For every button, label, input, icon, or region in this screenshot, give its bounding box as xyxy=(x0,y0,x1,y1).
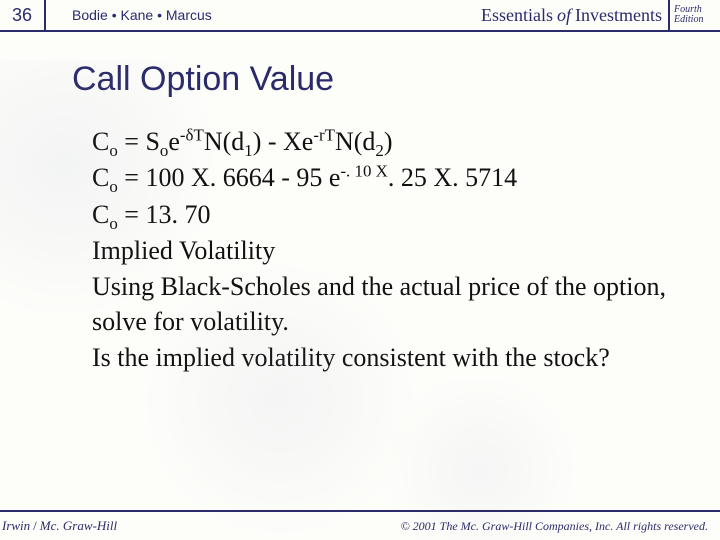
implied-vol-desc: Using Black-Scholes and the actual price… xyxy=(92,270,672,339)
slide-title: Call Option Value xyxy=(0,32,720,107)
book-title-of: of xyxy=(553,5,575,26)
edition-line2: Edition xyxy=(674,15,703,26)
book-title-essentials: Essentials xyxy=(481,5,553,26)
edition-label: Fourth Edition xyxy=(668,0,720,30)
publisher-slash: / xyxy=(30,518,40,533)
formula-line: Co = Soe-δTN(d1) - Xe-rTN(d2) xyxy=(92,125,672,159)
publisher: Irwin/Mc. Graw-Hill xyxy=(2,518,117,534)
publisher-mcgraw: Mc. Graw-Hill xyxy=(40,518,117,533)
publisher-irwin: Irwin xyxy=(2,518,30,533)
implied-vol-heading: Implied Volatility xyxy=(92,234,672,268)
authors: Bodie • Kane • Marcus xyxy=(46,0,475,30)
implied-vol-question: Is the implied volatility consistent wit… xyxy=(92,341,672,375)
book-title-investments: Investments xyxy=(575,5,662,26)
slide-body: Co = Soe-δTN(d1) - Xe-rTN(d2) Co = 100 X… xyxy=(0,107,720,375)
slide-number: 36 xyxy=(0,0,46,30)
calc-line-2: Co = 13. 70 xyxy=(92,198,672,232)
slide-footer: Irwin/Mc. Graw-Hill © 2001 The Mc. Graw-… xyxy=(0,510,720,534)
slide-header: 36 Bodie • Kane • Marcus Essentials of I… xyxy=(0,0,720,32)
calc-line-1: Co = 100 X. 6664 - 95 e-. 10 X. 25 X. 57… xyxy=(92,161,672,195)
copyright: © 2001 The Mc. Graw-Hill Companies, Inc.… xyxy=(401,519,708,534)
book-title: Essentials of Investments xyxy=(475,0,668,30)
